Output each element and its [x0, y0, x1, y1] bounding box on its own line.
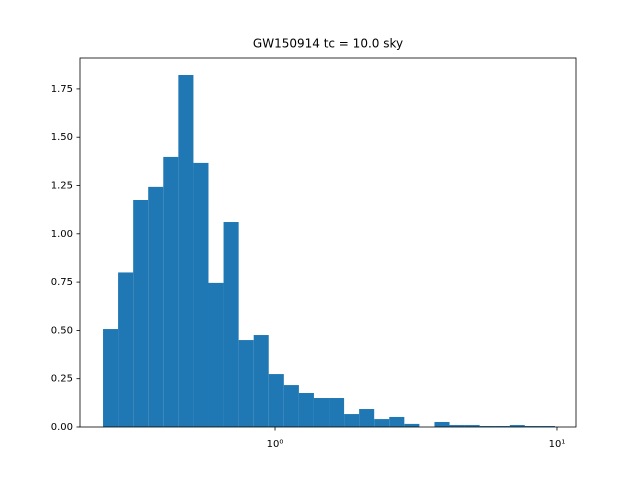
bar [268, 374, 284, 427]
bar [374, 419, 390, 427]
y-tick-label: 1.25 [51, 181, 73, 192]
bar [193, 162, 209, 428]
bar [283, 385, 299, 427]
bar [118, 272, 134, 427]
y-tick-label: 0.50 [51, 325, 73, 336]
bar [464, 425, 480, 427]
bar [223, 222, 239, 427]
y-tick-label: 0.25 [51, 374, 73, 385]
bar [178, 75, 194, 428]
bar [524, 426, 540, 427]
y-tick-label: 1.00 [51, 229, 73, 240]
chart-title: GW150914 tc = 10.0 sky [253, 37, 403, 51]
bar [148, 186, 164, 427]
bar [313, 398, 330, 427]
bar [509, 425, 525, 427]
y-tick-label: 0.00 [51, 422, 73, 433]
bar [344, 414, 360, 427]
bar [133, 199, 149, 427]
bar [253, 335, 269, 427]
bar [163, 156, 179, 428]
bar [103, 329, 119, 427]
bar [208, 282, 224, 427]
x-tick-label: 10⁰ [267, 439, 284, 450]
bar [238, 340, 254, 427]
x-tick-label: 10¹ [549, 439, 566, 450]
y-tick-label: 1.50 [51, 132, 73, 143]
bar [539, 426, 555, 427]
bar [389, 416, 405, 427]
plot-frame [79, 57, 577, 428]
bar [359, 409, 375, 427]
bar [479, 426, 495, 427]
bar [449, 425, 465, 427]
y-tick-label: 0.75 [51, 277, 73, 288]
bar [494, 426, 510, 427]
bar [298, 392, 314, 427]
bar [329, 398, 345, 427]
bar [404, 423, 420, 427]
bar [434, 421, 450, 427]
y-tick-label: 1.75 [51, 84, 73, 95]
